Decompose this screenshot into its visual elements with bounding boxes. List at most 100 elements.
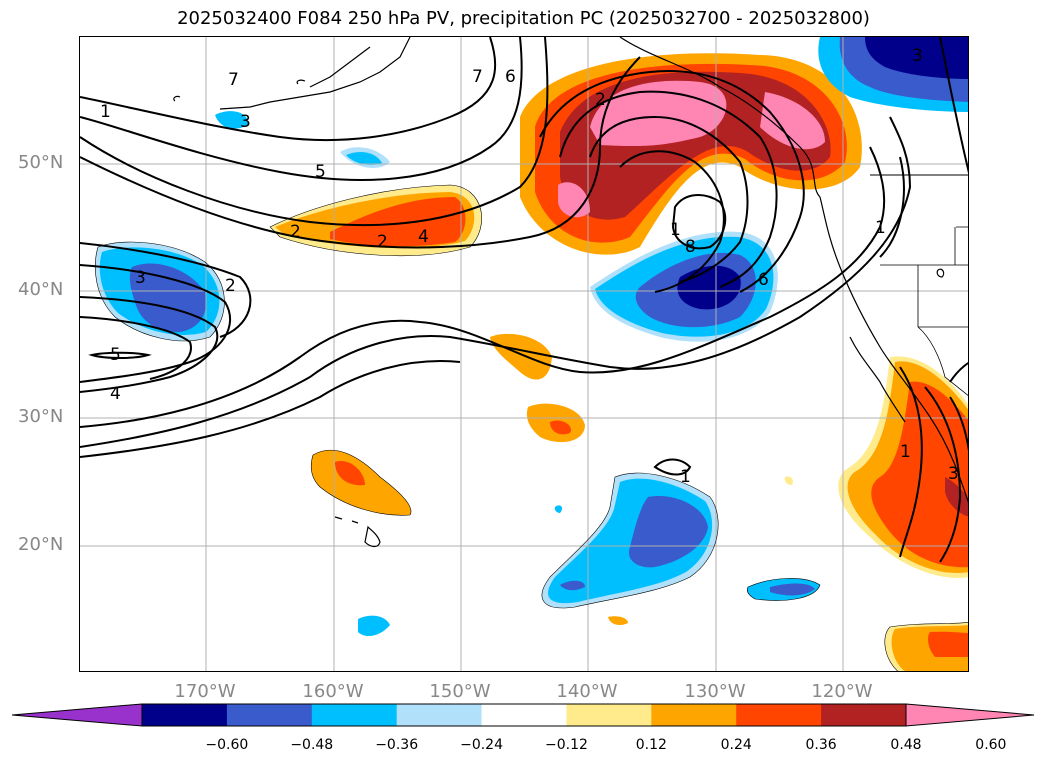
lon-label-150w: 150°W	[429, 681, 491, 702]
graticule	[80, 37, 968, 671]
contour-label: 1	[100, 102, 111, 122]
shade-small-orange	[608, 616, 628, 625]
contour-labels: 7 1 5 3 2 4 2 3 7 6 2 2 8 6 1 3 5 4 1 1 …	[100, 46, 959, 487]
contour-20	[924, 386, 962, 563]
lon-label-160w: 160°W	[302, 681, 364, 702]
colorbar-tick-label: −0.24	[460, 737, 503, 753]
colorbar	[12, 703, 1035, 727]
shade-pink-ne3	[558, 182, 590, 218]
shade-skyblue-small1	[215, 111, 249, 129]
coastlines	[173, 37, 968, 548]
contour-label: 1	[680, 467, 691, 487]
coast-aleutians	[219, 37, 411, 110]
shade-blue-s2	[560, 580, 585, 591]
contour-8	[80, 316, 192, 380]
lat-label-50n: 50°N	[18, 152, 64, 173]
contour-label: 4	[418, 227, 429, 247]
contour-label: 6	[758, 270, 769, 290]
contour-label: 3	[240, 112, 251, 132]
contour-5	[80, 242, 252, 338]
contour-22	[949, 362, 968, 383]
contour-label: 6	[505, 67, 516, 87]
colorbar-tick-label: 0.12	[635, 737, 667, 753]
contour-2	[80, 37, 523, 181]
lon-label-170w: 170°W	[174, 681, 236, 702]
contour-label: 7	[472, 67, 483, 87]
contour-6	[80, 264, 231, 383]
colorbar-cell	[566, 704, 652, 726]
precip-negative-shading	[95, 37, 968, 637]
contour-17	[939, 37, 968, 174]
shade-brown-se	[945, 477, 968, 517]
shade-skyblue-tiny	[554, 505, 563, 513]
coast-ne-small	[173, 79, 306, 102]
colorbar-tick-label: 0.36	[805, 737, 837, 753]
contour-1	[80, 37, 497, 142]
contour-3	[80, 37, 549, 227]
contour-14	[589, 115, 749, 283]
contour-label: 1	[875, 218, 886, 238]
map-canvas: 7 1 5 3 2 4 2 3 7 6 2 2 8 6 1 3 5 4 1 1 …	[80, 37, 968, 671]
contour-23	[653, 458, 692, 476]
colorbar-cell	[821, 704, 907, 726]
colorbar-tick-label: 0.48	[890, 737, 922, 753]
contour-13	[559, 90, 778, 288]
contour-21	[949, 396, 968, 452]
colorbar-cell	[142, 704, 228, 726]
contour-label: 1	[670, 220, 681, 240]
colorbar-cell	[736, 704, 822, 726]
contour-7	[80, 296, 219, 393]
contour-label: 2	[377, 232, 388, 252]
contour-label: 3	[912, 46, 923, 66]
coast-baja	[849, 336, 906, 423]
coast-island-small	[936, 268, 945, 278]
contour-label: 5	[315, 162, 326, 182]
contour-24	[88, 351, 152, 359]
shade-skyblue-sw	[358, 615, 390, 637]
shade-orange-a	[490, 333, 552, 380]
contour-10	[80, 116, 912, 448]
coast-na-west	[819, 196, 968, 503]
coast-hawaii	[334, 516, 381, 548]
contour-19	[899, 366, 923, 558]
coast-ne-ll	[309, 46, 371, 88]
colorbar-cell	[226, 704, 313, 726]
colorbar-tick-label: 0.60	[975, 737, 1007, 753]
contour-16	[619, 150, 725, 293]
border-states	[880, 226, 968, 328]
shade-blue-w	[129, 263, 207, 333]
lon-label-120w: 120°W	[811, 681, 873, 702]
shade-pink-ne2	[760, 92, 825, 150]
map-title: 2025032400 F084 250 hPa PV, precipitatio…	[177, 8, 870, 29]
contour-label: 3	[948, 464, 959, 484]
colorbar-tick-label: −0.48	[290, 737, 334, 753]
contour-11	[80, 360, 461, 458]
colorbar-tick-label: −0.36	[375, 737, 419, 753]
shade-orangered-mid	[330, 197, 466, 247]
colorbar-cell	[311, 704, 398, 726]
lat-label-40n: 40°N	[18, 279, 64, 300]
shade-red-c	[335, 461, 365, 486]
colorbar-cell	[396, 704, 483, 726]
colorbar-extend-low	[12, 703, 143, 727]
shade-blue-e	[770, 583, 815, 596]
colorbar-tick-label: −0.60	[205, 737, 249, 753]
contour-label: 7	[228, 70, 239, 90]
contour-9	[80, 146, 886, 428]
contour-label: 4	[110, 384, 121, 404]
contour-4	[80, 56, 641, 249]
shade-skyblue-small3	[346, 151, 382, 165]
lat-label-20n: 20°N	[18, 534, 64, 555]
colorbar-tick-label: −0.12	[544, 737, 588, 753]
shade-blue-s	[629, 496, 708, 568]
colorbar-extend-high	[905, 703, 1035, 727]
contour-label: 1	[900, 442, 911, 462]
border-mexico	[917, 326, 968, 396]
shade-small-yellow	[784, 476, 793, 485]
coast-alaska	[619, 37, 821, 198]
pv-contours	[80, 37, 968, 563]
colorbar-cells	[12, 703, 1035, 727]
contour-label: 5	[110, 345, 121, 365]
contour-12	[539, 70, 805, 293]
map-panel: 7 1 5 3 2 4 2 3 7 6 2 2 8 6 1 3 5 4 1 1 …	[79, 36, 969, 672]
